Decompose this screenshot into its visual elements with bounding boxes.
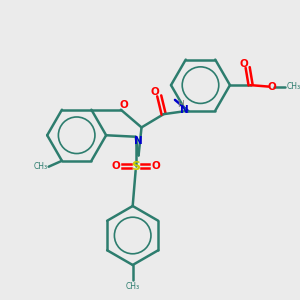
Text: O: O (112, 161, 120, 171)
Text: CH₃: CH₃ (33, 162, 47, 171)
Text: CH₃: CH₃ (126, 282, 140, 291)
Text: CH₃: CH₃ (286, 82, 300, 91)
Text: N: N (181, 105, 189, 115)
Text: O: O (119, 100, 128, 110)
Text: O: O (268, 82, 276, 92)
Text: O: O (240, 59, 248, 69)
Text: O: O (151, 161, 160, 171)
Text: S: S (131, 160, 140, 173)
Text: O: O (150, 87, 159, 97)
Text: H: H (177, 100, 184, 109)
Text: N: N (134, 136, 143, 146)
